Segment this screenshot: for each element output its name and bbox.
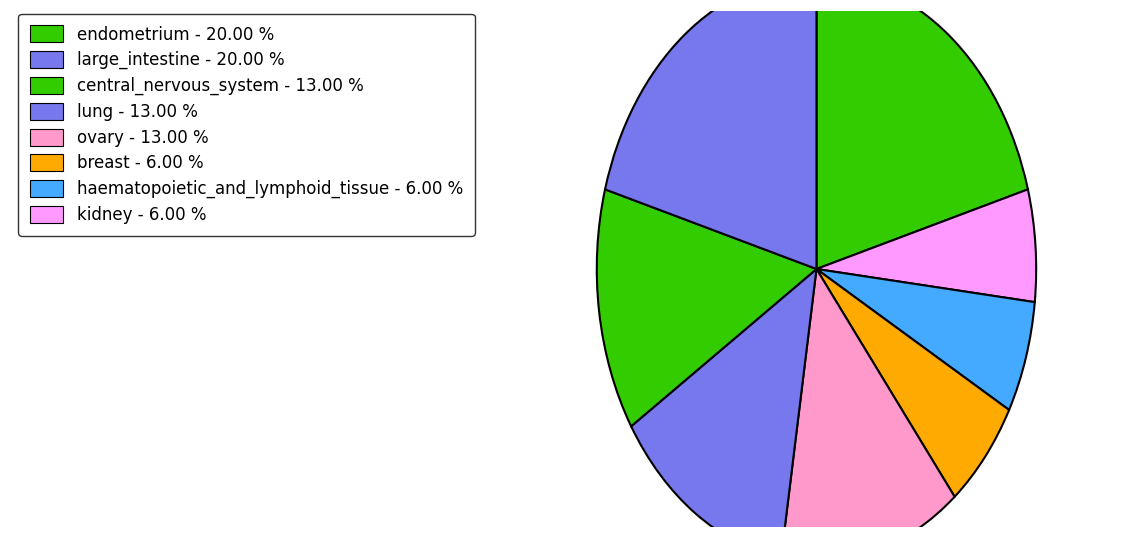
Wedge shape [781, 269, 955, 538]
Wedge shape [816, 269, 1009, 497]
Legend: endometrium - 20.00 %, large_intestine - 20.00 %, central_nervous_system - 13.00: endometrium - 20.00 %, large_intestine -… [18, 13, 474, 236]
Wedge shape [816, 0, 1027, 269]
Wedge shape [596, 189, 816, 426]
Wedge shape [632, 269, 816, 538]
Wedge shape [816, 189, 1036, 302]
Wedge shape [606, 0, 816, 269]
Wedge shape [816, 269, 1034, 410]
